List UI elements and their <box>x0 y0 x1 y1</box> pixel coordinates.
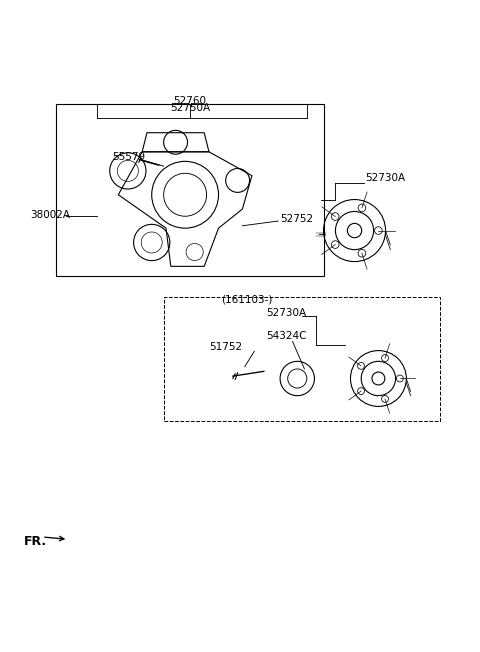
Text: 54324C: 54324C <box>266 331 307 342</box>
Text: (161103-): (161103-) <box>221 295 272 304</box>
Text: 55579: 55579 <box>112 151 145 162</box>
Text: 52752: 52752 <box>281 214 314 224</box>
Text: 52730A: 52730A <box>266 308 306 318</box>
Text: 51752: 51752 <box>209 342 242 353</box>
Text: FR.: FR. <box>24 535 48 548</box>
Text: 52730A: 52730A <box>365 173 406 183</box>
Text: 52760: 52760 <box>173 96 206 106</box>
Text: 52750A: 52750A <box>170 104 210 113</box>
Text: 38002A: 38002A <box>30 211 70 220</box>
